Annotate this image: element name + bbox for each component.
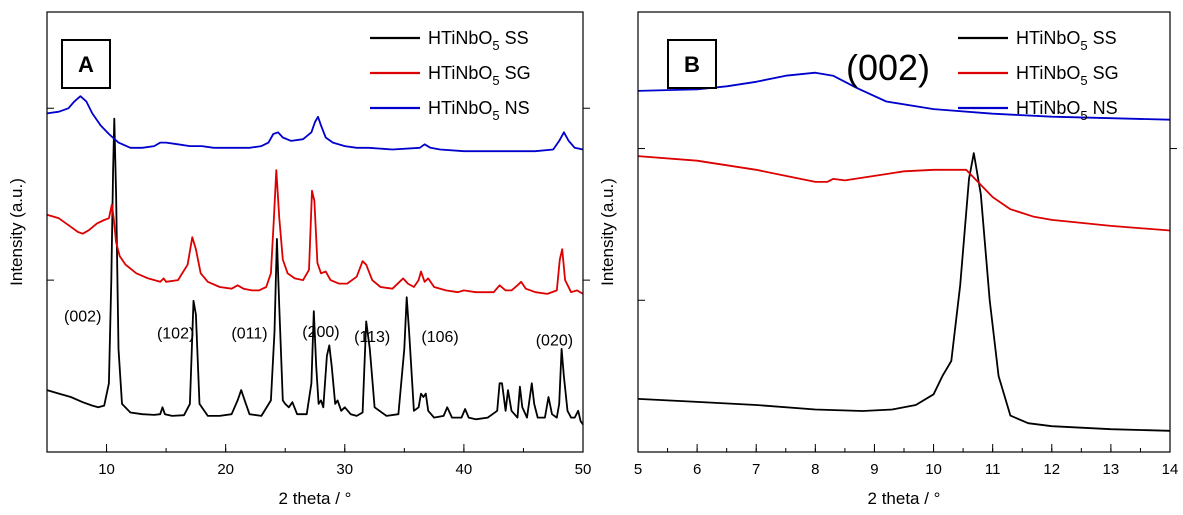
x-axis-label: 2 theta / ° bbox=[279, 489, 352, 508]
x-tick-label: 11 bbox=[985, 461, 1001, 478]
peak-annotation: (002) bbox=[64, 308, 101, 325]
x-tick-label: 9 bbox=[870, 461, 878, 478]
x-tick-label: 50 bbox=[575, 461, 592, 478]
y-axis-label: Intensity (a.u.) bbox=[598, 178, 617, 286]
legend-entry: HTiNbO5 NS bbox=[428, 98, 530, 123]
series-line-sg bbox=[637, 155, 1171, 232]
x-tick-label: 14 bbox=[1162, 461, 1179, 478]
x-tick-label: 8 bbox=[811, 461, 819, 478]
x-tick-label: 10 bbox=[98, 461, 115, 478]
x-axis-label: 2 theta / ° bbox=[868, 489, 941, 508]
x-tick-label: 20 bbox=[217, 461, 234, 478]
series-line-ns bbox=[637, 71, 1171, 121]
legend-entry: HTiNbO5 NS bbox=[1016, 98, 1118, 123]
peak-annotation: (020) bbox=[536, 332, 573, 349]
panel-label: A bbox=[78, 52, 94, 77]
panel-label: B bbox=[684, 52, 700, 77]
peak-annotation: (200) bbox=[302, 324, 339, 341]
x-tick-label: 5 bbox=[634, 461, 642, 478]
plot-frame bbox=[46, 11, 584, 453]
legend-entry: HTiNbO5 SS bbox=[428, 28, 529, 53]
panel-label-box bbox=[667, 39, 717, 89]
x-tick-label: 40 bbox=[456, 461, 473, 478]
peak-annotation: (113) bbox=[354, 329, 390, 346]
x-tick-label: 13 bbox=[1103, 461, 1120, 478]
series-line-sg bbox=[46, 169, 584, 295]
x-tick-label: 6 bbox=[693, 461, 701, 478]
peak-annotation: (106) bbox=[421, 329, 458, 346]
peak-annotation: (102) bbox=[157, 326, 194, 343]
peak-annotation: (011) bbox=[231, 326, 267, 343]
panel-label-box bbox=[61, 39, 111, 89]
legend-entry: HTiNbO5 SS bbox=[1016, 28, 1117, 53]
legend-entry: HTiNbO5 SG bbox=[1016, 63, 1119, 88]
legend-entry: HTiNbO5 SG bbox=[428, 63, 531, 88]
series-line-ss bbox=[637, 152, 1171, 432]
panel-a: 10 20 30 40 50 2 theta / ° Intensity (a.u.) A HT… bbox=[7, 11, 592, 508]
series-line-ss bbox=[46, 117, 584, 426]
x-tick-label: 12 bbox=[1043, 461, 1060, 478]
x-tick-label: 30 bbox=[336, 461, 353, 478]
panel-b: 5 6 7 8 9 10 11 12 13 14 2 theta / ° Intensity (a.u… bbox=[598, 11, 1179, 508]
x-tick-label: 10 bbox=[925, 461, 942, 478]
series-line-ns bbox=[46, 95, 584, 153]
chart-title: (002) bbox=[846, 47, 930, 88]
x-tick-label: 7 bbox=[752, 461, 760, 478]
y-axis-label: Intensity (a.u.) bbox=[7, 178, 26, 286]
